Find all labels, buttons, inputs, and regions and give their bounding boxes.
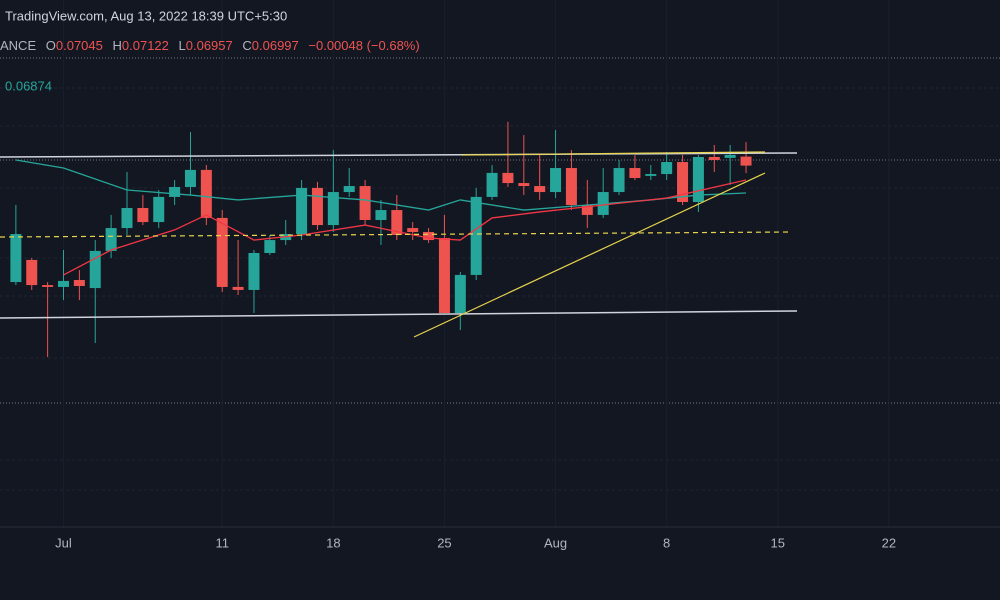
candle-body — [26, 259, 38, 286]
x-tick-label: 15 — [771, 535, 785, 550]
candle-body — [486, 172, 498, 197]
x-tick-label: 25 — [437, 535, 451, 550]
change: −0.00048 (−0.68%) — [308, 38, 419, 53]
candle-body — [692, 156, 704, 202]
channel-bottom — [0, 310, 798, 319]
candle-body — [629, 168, 641, 178]
candle-body — [502, 172, 514, 184]
candle-body — [438, 237, 450, 314]
candle-body — [232, 286, 244, 290]
ohlc-key: C — [242, 38, 251, 53]
candle-body — [724, 154, 736, 158]
candle-body — [708, 156, 720, 160]
ohlc-key: L — [179, 38, 186, 53]
candle-body — [216, 217, 228, 287]
candle-body — [42, 285, 54, 287]
candle-body — [740, 156, 752, 166]
candle-body — [296, 187, 308, 235]
candle-body — [661, 162, 673, 175]
candle-body — [359, 186, 371, 220]
ohlc-value: 0.06957 — [186, 38, 233, 53]
candle-body — [121, 207, 133, 229]
x-tick-label: Jul — [55, 535, 72, 550]
trendline — [413, 172, 766, 338]
candle-body — [677, 162, 689, 202]
ohlc-value: 0.06997 — [252, 38, 299, 53]
candle-body — [327, 192, 339, 226]
candle-body — [343, 186, 355, 193]
ohlc-key: H — [113, 38, 122, 53]
candle-body — [423, 231, 435, 241]
candle-body — [89, 250, 101, 289]
candle-body — [137, 207, 149, 223]
candle-body — [581, 204, 593, 215]
source-line: TradingView.com, Aug 13, 2022 18:39 UTC+… — [5, 8, 287, 23]
indicator-value: 0.06874 — [5, 78, 52, 93]
candle-body — [105, 228, 117, 251]
ohlc-key: O — [46, 38, 56, 53]
ohlc-line: ANCE O0.07045 H0.07122 L0.06957 C0.06997… — [0, 38, 420, 53]
grid — [0, 87, 1000, 491]
candle-body — [73, 280, 85, 287]
x-tick-label: 8 — [663, 535, 670, 550]
candle-body — [57, 280, 69, 287]
candle-body — [645, 174, 657, 176]
candle-body — [311, 187, 323, 226]
candle-body — [200, 169, 212, 218]
candle-body — [470, 196, 482, 275]
ohlc-value: 0.07045 — [56, 38, 103, 53]
time-axis: Jul 11 18 25 Aug 8 15 22 — [55, 535, 896, 550]
moving-average — [63, 179, 747, 276]
candle-body — [518, 183, 530, 187]
candle-body — [391, 210, 403, 235]
candle-body — [565, 168, 577, 205]
candle-body — [169, 186, 181, 197]
candle-body — [184, 169, 196, 187]
x-tick-label: Aug — [544, 535, 567, 550]
candle-body — [407, 228, 419, 232]
plot — [10, 0, 890, 527]
x-tick-label: 22 — [882, 535, 896, 550]
x-tick-label: 18 — [326, 535, 340, 550]
candle-body — [153, 196, 165, 223]
candle-body — [248, 252, 260, 290]
resistance-line — [461, 151, 766, 156]
symbol: ANCE — [0, 38, 36, 53]
candle-body — [375, 210, 387, 220]
x-tick-label: 11 — [215, 535, 229, 550]
candle-body — [10, 234, 22, 283]
candle-body — [454, 274, 466, 314]
candle-body — [264, 240, 276, 253]
candle-body — [534, 186, 546, 193]
dashed-level — [0, 231, 791, 238]
channel-top — [0, 152, 798, 158]
ohlc-value: 0.07122 — [122, 38, 169, 53]
drawings — [0, 151, 798, 338]
candle-body — [613, 168, 625, 193]
candle-body — [550, 168, 562, 193]
